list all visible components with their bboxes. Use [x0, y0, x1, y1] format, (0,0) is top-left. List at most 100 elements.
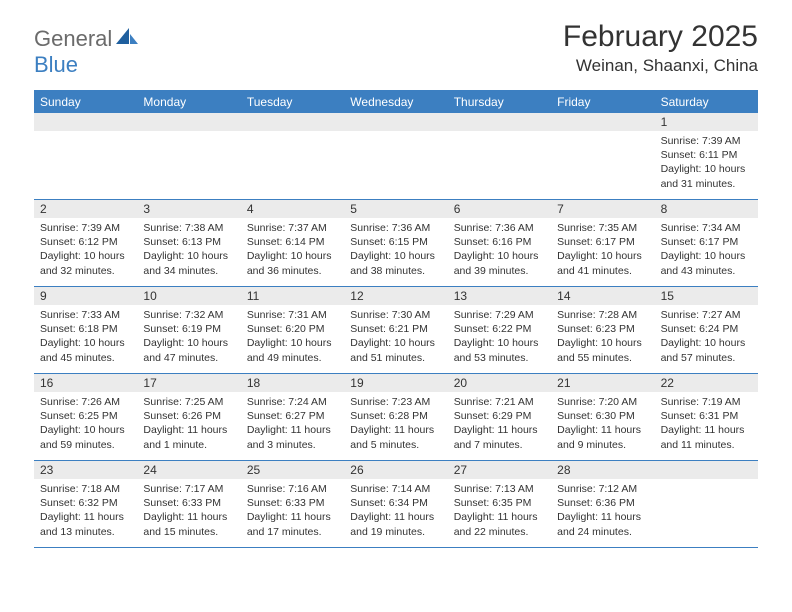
- sunset-text: Sunset: 6:31 PM: [661, 409, 752, 423]
- day-number: [34, 113, 137, 131]
- daylight-text: Daylight: 10 hours and 34 minutes.: [143, 249, 234, 277]
- day-cell: 26Sunrise: 7:14 AMSunset: 6:34 PMDayligh…: [344, 461, 447, 547]
- calendar: Sunday Monday Tuesday Wednesday Thursday…: [34, 90, 758, 548]
- sunset-text: Sunset: 6:28 PM: [350, 409, 441, 423]
- day-cell: 13Sunrise: 7:29 AMSunset: 6:22 PMDayligh…: [448, 287, 551, 373]
- sunrise-text: Sunrise: 7:38 AM: [143, 221, 234, 235]
- sunrise-text: Sunrise: 7:17 AM: [143, 482, 234, 496]
- daylight-text: Daylight: 11 hours and 5 minutes.: [350, 423, 441, 451]
- day-number: 10: [137, 287, 240, 305]
- day-number: [448, 113, 551, 131]
- daylight-text: Daylight: 11 hours and 11 minutes.: [661, 423, 752, 451]
- sunset-text: Sunset: 6:13 PM: [143, 235, 234, 249]
- day-info: Sunrise: 7:36 AMSunset: 6:16 PMDaylight:…: [448, 218, 551, 284]
- day-number: [344, 113, 447, 131]
- sunrise-text: Sunrise: 7:39 AM: [40, 221, 131, 235]
- dayheader-saturday: Saturday: [655, 91, 758, 113]
- sunset-text: Sunset: 6:16 PM: [454, 235, 545, 249]
- logo-sail-icon: [116, 28, 140, 51]
- sunrise-text: Sunrise: 7:23 AM: [350, 395, 441, 409]
- sunrise-text: Sunrise: 7:34 AM: [661, 221, 752, 235]
- day-cell: [34, 113, 137, 199]
- sunset-text: Sunset: 6:17 PM: [661, 235, 752, 249]
- day-header-row: Sunday Monday Tuesday Wednesday Thursday…: [34, 91, 758, 113]
- day-info: Sunrise: 7:26 AMSunset: 6:25 PMDaylight:…: [34, 392, 137, 458]
- daylight-text: Daylight: 10 hours and 59 minutes.: [40, 423, 131, 451]
- day-cell: 22Sunrise: 7:19 AMSunset: 6:31 PMDayligh…: [655, 374, 758, 460]
- daylight-text: Daylight: 10 hours and 45 minutes.: [40, 336, 131, 364]
- sunset-text: Sunset: 6:24 PM: [661, 322, 752, 336]
- sunset-text: Sunset: 6:11 PM: [661, 148, 752, 162]
- day-number: [241, 113, 344, 131]
- sunrise-text: Sunrise: 7:39 AM: [661, 134, 752, 148]
- daylight-text: Daylight: 11 hours and 13 minutes.: [40, 510, 131, 538]
- sunset-text: Sunset: 6:26 PM: [143, 409, 234, 423]
- daylight-text: Daylight: 10 hours and 39 minutes.: [454, 249, 545, 277]
- daylight-text: Daylight: 10 hours and 47 minutes.: [143, 336, 234, 364]
- dayheader-wednesday: Wednesday: [344, 91, 447, 113]
- day-number: 15: [655, 287, 758, 305]
- day-cell: [344, 113, 447, 199]
- day-cell: [551, 113, 654, 199]
- sunset-text: Sunset: 6:34 PM: [350, 496, 441, 510]
- day-cell: 8Sunrise: 7:34 AMSunset: 6:17 PMDaylight…: [655, 200, 758, 286]
- logo-text-blue: Blue: [34, 52, 78, 78]
- day-cell: 27Sunrise: 7:13 AMSunset: 6:35 PMDayligh…: [448, 461, 551, 547]
- day-cell: [137, 113, 240, 199]
- sunrise-text: Sunrise: 7:31 AM: [247, 308, 338, 322]
- daylight-text: Daylight: 11 hours and 15 minutes.: [143, 510, 234, 538]
- daylight-text: Daylight: 10 hours and 36 minutes.: [247, 249, 338, 277]
- sunrise-text: Sunrise: 7:20 AM: [557, 395, 648, 409]
- sunrise-text: Sunrise: 7:30 AM: [350, 308, 441, 322]
- day-number: 18: [241, 374, 344, 392]
- sunset-text: Sunset: 6:36 PM: [557, 496, 648, 510]
- sunset-text: Sunset: 6:12 PM: [40, 235, 131, 249]
- sunrise-text: Sunrise: 7:36 AM: [350, 221, 441, 235]
- day-number: 3: [137, 200, 240, 218]
- daylight-text: Daylight: 11 hours and 17 minutes.: [247, 510, 338, 538]
- day-info: Sunrise: 7:13 AMSunset: 6:35 PMDaylight:…: [448, 479, 551, 545]
- day-info: Sunrise: 7:35 AMSunset: 6:17 PMDaylight:…: [551, 218, 654, 284]
- month-title: February 2025: [563, 20, 758, 54]
- sunset-text: Sunset: 6:33 PM: [143, 496, 234, 510]
- day-info: Sunrise: 7:32 AMSunset: 6:19 PMDaylight:…: [137, 305, 240, 371]
- dayheader-tuesday: Tuesday: [241, 91, 344, 113]
- sunrise-text: Sunrise: 7:12 AM: [557, 482, 648, 496]
- week-row: 23Sunrise: 7:18 AMSunset: 6:32 PMDayligh…: [34, 461, 758, 548]
- day-info: Sunrise: 7:34 AMSunset: 6:17 PMDaylight:…: [655, 218, 758, 284]
- sunrise-text: Sunrise: 7:25 AM: [143, 395, 234, 409]
- day-info: Sunrise: 7:38 AMSunset: 6:13 PMDaylight:…: [137, 218, 240, 284]
- logo: General: [34, 26, 142, 52]
- day-cell: 19Sunrise: 7:23 AMSunset: 6:28 PMDayligh…: [344, 374, 447, 460]
- day-number: 5: [344, 200, 447, 218]
- daylight-text: Daylight: 11 hours and 1 minute.: [143, 423, 234, 451]
- day-number: 20: [448, 374, 551, 392]
- day-cell: 9Sunrise: 7:33 AMSunset: 6:18 PMDaylight…: [34, 287, 137, 373]
- day-number: 14: [551, 287, 654, 305]
- day-number: 19: [344, 374, 447, 392]
- day-info: Sunrise: 7:23 AMSunset: 6:28 PMDaylight:…: [344, 392, 447, 458]
- sunrise-text: Sunrise: 7:26 AM: [40, 395, 131, 409]
- sunset-text: Sunset: 6:35 PM: [454, 496, 545, 510]
- day-number: 13: [448, 287, 551, 305]
- week-row: 1Sunrise: 7:39 AMSunset: 6:11 PMDaylight…: [34, 113, 758, 200]
- day-number: 28: [551, 461, 654, 479]
- daylight-text: Daylight: 10 hours and 32 minutes.: [40, 249, 131, 277]
- day-number: 9: [34, 287, 137, 305]
- day-info: Sunrise: 7:31 AMSunset: 6:20 PMDaylight:…: [241, 305, 344, 371]
- sunset-text: Sunset: 6:22 PM: [454, 322, 545, 336]
- sunrise-text: Sunrise: 7:37 AM: [247, 221, 338, 235]
- day-number: [551, 113, 654, 131]
- day-number: 11: [241, 287, 344, 305]
- daylight-text: Daylight: 11 hours and 3 minutes.: [247, 423, 338, 451]
- sunrise-text: Sunrise: 7:35 AM: [557, 221, 648, 235]
- day-number: 17: [137, 374, 240, 392]
- sunrise-text: Sunrise: 7:36 AM: [454, 221, 545, 235]
- daylight-text: Daylight: 10 hours and 55 minutes.: [557, 336, 648, 364]
- day-number: 16: [34, 374, 137, 392]
- daylight-text: Daylight: 11 hours and 9 minutes.: [557, 423, 648, 451]
- day-info: Sunrise: 7:36 AMSunset: 6:15 PMDaylight:…: [344, 218, 447, 284]
- day-cell: 18Sunrise: 7:24 AMSunset: 6:27 PMDayligh…: [241, 374, 344, 460]
- day-info: Sunrise: 7:17 AMSunset: 6:33 PMDaylight:…: [137, 479, 240, 545]
- sunrise-text: Sunrise: 7:19 AM: [661, 395, 752, 409]
